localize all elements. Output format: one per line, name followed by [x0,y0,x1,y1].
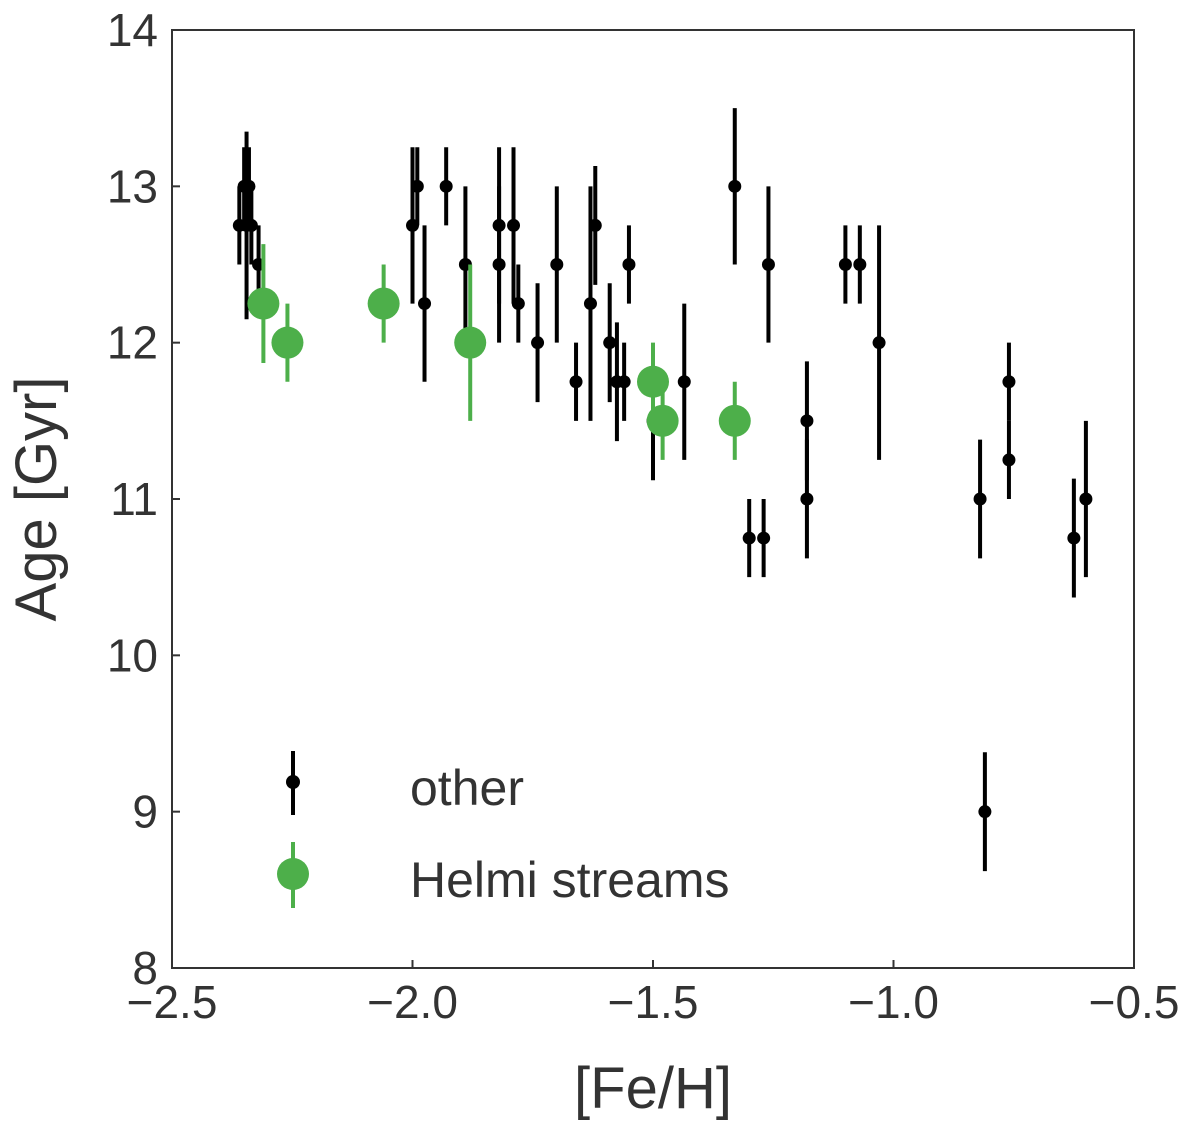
other-point [569,375,583,389]
legend-item-other: other [286,751,524,816]
other-point [242,179,256,193]
x-tick-label: −1.5 [608,976,699,1028]
other-point [588,218,602,232]
legend-label-helmi-streams: Helmi streams [410,852,729,908]
tick-marks [171,29,1135,969]
other-point [1067,531,1081,545]
other-point [757,531,771,545]
other-point [583,297,597,311]
helmi-point [718,404,751,437]
other-point [507,218,521,232]
other-point [603,336,617,350]
other-point [410,179,424,193]
other-point [550,258,564,271]
other-point [800,492,814,506]
y-tick-label: 14 [107,4,158,56]
other-point [1079,492,1093,506]
plot-frame [171,29,1135,969]
legend: other Helmi streams [277,751,729,908]
y-tick-labels: 8 9 10 11 12 13 14 [107,4,158,994]
y-tick-label: 12 [107,317,158,369]
x-tick-label: −0.5 [1089,976,1180,1028]
legend-label-other: other [410,760,524,816]
other-point [531,336,545,350]
helmi-point [367,287,400,320]
other-point [742,531,756,545]
x-tick-labels: −2.5 −2.0 −1.5 −1.0 −0.5 [127,976,1180,1028]
legend-item-helmi-streams: Helmi streams [277,842,729,908]
other-point [492,258,506,271]
other-point [761,258,775,271]
y-tick-label: 8 [132,942,158,994]
other-point [838,258,852,271]
y-axis-label: Age [Gyr] [4,377,69,622]
other-point [418,297,432,311]
other-point [511,297,525,311]
y-tick-label: 9 [132,786,158,838]
y-tick-label: 11 [110,473,158,525]
other-point [617,375,631,389]
x-tick-label: −2.0 [367,976,458,1028]
x-tick-label: −2.5 [127,976,218,1028]
other-point [1002,375,1016,389]
other-point [728,179,742,193]
helmi-point [646,404,679,437]
series-helmi-streams [247,244,751,460]
x-axis-label: [Fe/H] [574,1056,732,1121]
other-point [800,414,814,428]
other-point [244,218,258,232]
other-point [1002,453,1016,467]
helmi-point [271,326,304,359]
other-point [978,805,992,819]
y-tick-label: 10 [107,629,158,681]
x-tick-label: −1.0 [848,976,939,1028]
other-point [973,492,987,506]
helmi-point [247,287,280,320]
series-other [232,108,1093,872]
other-point [439,179,453,193]
y-tick-label: 13 [107,160,158,212]
other-point [853,258,867,271]
other-point [872,336,886,350]
legend-marker-other [286,775,300,789]
legend-marker-helmi [277,858,309,890]
other-point [622,258,636,271]
helmi-point [454,326,487,359]
other-point [677,375,691,389]
